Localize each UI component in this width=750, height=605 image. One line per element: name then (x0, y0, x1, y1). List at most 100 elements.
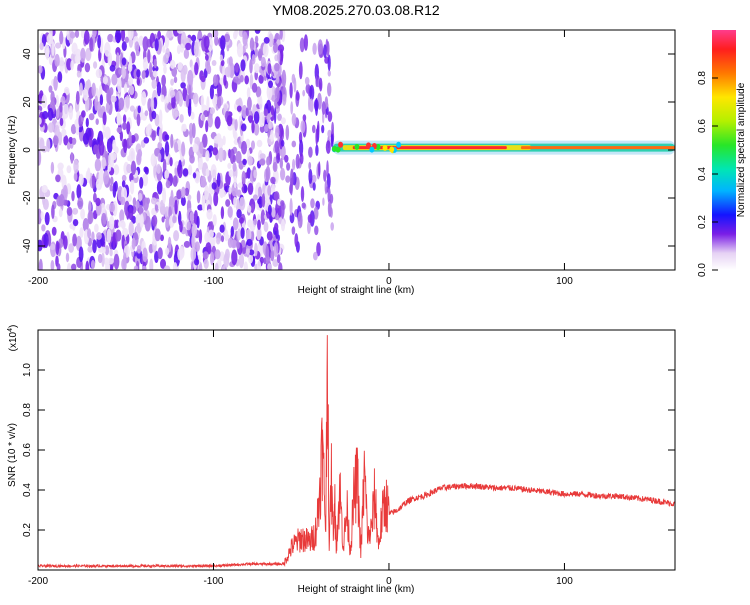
noise-blob (194, 241, 200, 252)
noise-blob (76, 70, 81, 78)
noise-blob (142, 57, 148, 71)
noise-blob (106, 89, 111, 105)
snr-scale-factor: (x104) (7, 325, 19, 352)
noise-blob (59, 30, 64, 45)
noise-blob (153, 58, 157, 69)
noise-blob (253, 111, 260, 124)
noise-blob (307, 214, 313, 223)
noise-blob (272, 259, 279, 267)
band-blob (396, 141, 402, 148)
noise-blob (254, 30, 261, 34)
noise-blob (324, 179, 328, 195)
noise-blob (82, 218, 89, 232)
noise-blob (50, 161, 55, 174)
noise-blob (229, 148, 235, 164)
noise-blob (56, 263, 61, 270)
noise-blob (278, 262, 283, 270)
noise-blob (66, 262, 72, 270)
noise-blob (192, 172, 197, 179)
noise-blob (174, 110, 180, 117)
noise-blob (139, 176, 144, 189)
noise-blob (243, 185, 248, 194)
noise-blob (154, 38, 159, 52)
noise-blob (277, 44, 285, 53)
chart-title: YM08.2025.270.03.08.R12 (272, 2, 440, 18)
noise-blob (257, 48, 263, 61)
noise-blob (68, 136, 74, 145)
noise-blob (96, 232, 102, 240)
noise-blob (89, 37, 94, 52)
noise-blob (72, 219, 79, 227)
colorbar-gradient (712, 30, 736, 270)
band-blob (338, 141, 344, 148)
noise-blob (75, 90, 80, 105)
noise-blob (223, 253, 230, 268)
noise-blob (217, 82, 222, 99)
noise-blob (314, 225, 319, 236)
noise-blob (289, 82, 293, 99)
noise-blob (101, 212, 107, 227)
noise-blob (266, 84, 273, 100)
noise-blob (46, 33, 54, 45)
noise-blob (280, 117, 286, 125)
noise-blob (291, 226, 296, 235)
noise-blob (236, 241, 240, 250)
noise-blob (134, 41, 140, 52)
noise-blob (191, 233, 196, 249)
noise-blob (120, 196, 126, 206)
noise-blob (189, 129, 193, 145)
noise-blob (247, 96, 252, 111)
noise-blob (193, 41, 199, 58)
noise-blob (126, 121, 131, 135)
noise-blob (112, 232, 116, 248)
noise-blob (138, 35, 144, 46)
noise-blob (169, 59, 176, 69)
noise-blob (176, 189, 182, 200)
noise-blob (214, 249, 221, 260)
y-tick-label: 40 (22, 48, 33, 60)
x-tick-label: 0 (386, 576, 392, 587)
noise-blob (266, 231, 273, 241)
noise-blob (154, 250, 159, 263)
noise-blob (244, 75, 249, 85)
noise-blob (299, 139, 304, 157)
y-tick-label: 0.4 (22, 483, 33, 497)
band-blob (354, 143, 360, 150)
noise-blob (327, 70, 331, 77)
noise-blob (311, 174, 317, 184)
noise-blob (258, 74, 264, 84)
noise-blob (261, 193, 266, 208)
noise-blob (247, 219, 253, 228)
noise-blob (91, 82, 96, 97)
noise-blob (118, 220, 122, 228)
noise-blob (151, 130, 156, 141)
noise-blob (47, 107, 54, 121)
noise-blob (233, 131, 238, 140)
noise-blob (77, 197, 84, 210)
noise-blob (102, 246, 106, 254)
noise-blob (321, 124, 325, 134)
noise-blob (88, 200, 92, 213)
noise-blob (205, 150, 210, 162)
noise-blob (129, 105, 135, 112)
noise-blob (91, 173, 96, 190)
noise-blob (105, 102, 110, 114)
noise-blob (189, 154, 195, 164)
noise-blob (151, 110, 157, 120)
noise-blob (66, 206, 73, 216)
noise-blob (119, 130, 123, 142)
noise-blob (292, 158, 296, 171)
noise-blob (63, 135, 69, 146)
noise-blob (254, 242, 258, 257)
noise-blob (150, 97, 155, 112)
noise-blob (94, 158, 102, 172)
noise-blob (163, 265, 171, 270)
noise-blob (200, 94, 205, 108)
noise-blob (312, 42, 317, 55)
noise-blob (55, 94, 59, 108)
noise-blob (104, 245, 110, 256)
noise-blob (271, 206, 276, 218)
noise-blob (174, 199, 178, 215)
noise-blob (137, 105, 141, 114)
